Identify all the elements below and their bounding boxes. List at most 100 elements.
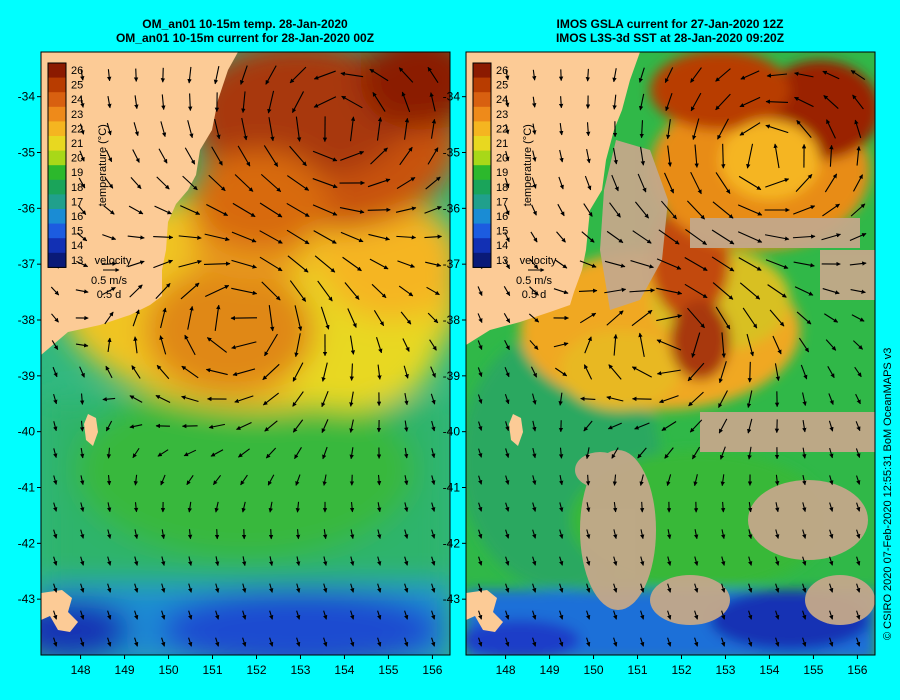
current-vector-arrow: [691, 446, 701, 460]
current-vector-arrow: [431, 502, 436, 512]
current-vector-arrow: [578, 288, 598, 293]
current-vector-arrow: [107, 556, 112, 566]
lat-tick-label: -41: [443, 481, 461, 495]
current-vector-arrow: [214, 501, 219, 513]
current-vector-arrow: [376, 116, 383, 141]
current-vector-arrow: [161, 94, 166, 110]
current-vector-arrow: [431, 556, 436, 566]
colorbar-segment: [473, 252, 491, 268]
current-vector-arrow: [559, 529, 564, 539]
current-vector-arrow: [292, 419, 304, 433]
current-vector-arrow: [478, 421, 483, 431]
current-vector-arrow: [829, 447, 834, 459]
current-vector-arrow: [131, 365, 141, 379]
current-vector-arrow: [261, 281, 281, 301]
current-vector-arrow: [80, 556, 85, 566]
current-vector-arrow: [528, 313, 540, 323]
current-vector-arrow: [634, 422, 650, 430]
current-vector-arrow: [694, 637, 699, 647]
current-vector-arrow: [129, 424, 143, 429]
current-vector-arrow: [242, 610, 247, 620]
current-vector-arrow: [802, 556, 807, 566]
current-vector-arrow: [739, 96, 761, 108]
lon-tick-label: 156: [422, 663, 442, 677]
current-vector-arrow: [203, 261, 231, 266]
current-vector-arrow: [107, 337, 112, 353]
current-vector-arrow: [559, 502, 564, 512]
current-vector-arrow: [53, 448, 58, 459]
current-vector-arrow: [530, 231, 538, 243]
colorbar-segment: [48, 106, 66, 122]
current-vector-arrow: [638, 93, 645, 111]
lon-tick-label: 155: [378, 663, 398, 677]
current-vector-arrow: [51, 340, 59, 350]
current-vector-arrow: [747, 361, 753, 383]
current-vector-arrow: [640, 146, 645, 166]
current-vector-arrow: [794, 71, 814, 78]
current-vector-arrow: [188, 610, 193, 620]
current-vector-arrow: [296, 610, 301, 620]
right-velocity-legend: velocity 0.5 m/s 0.5 d: [516, 255, 557, 301]
current-vector-arrow: [430, 118, 437, 139]
current-vector-arrow: [853, 174, 863, 192]
current-vector-arrow: [559, 122, 564, 136]
current-vector-arrow: [289, 66, 307, 84]
current-vector-arrow: [802, 529, 807, 539]
current-vector-arrow: [205, 368, 228, 376]
colorbar-tick-label: 15: [496, 226, 508, 238]
current-vector-arrow: [101, 261, 117, 266]
current-vector-arrow: [234, 395, 254, 403]
current-vector-arrow: [661, 421, 677, 431]
current-vector-arrow: [478, 583, 483, 593]
current-vector-arrow: [240, 474, 248, 486]
current-vector-arrow: [505, 70, 510, 81]
current-vector-arrow: [656, 339, 682, 351]
left-tasmania: [41, 590, 78, 632]
current-vector-arrow: [612, 474, 618, 486]
lon-tick-label: 150: [584, 663, 604, 677]
current-vector-arrow: [747, 446, 752, 460]
current-vector-arrow: [153, 235, 174, 240]
current-vector-arrow: [747, 501, 753, 513]
current-vector-arrow: [586, 583, 591, 593]
current-vector-arrow: [155, 283, 171, 299]
current-vector-arrow: [134, 583, 139, 593]
current-vector-arrow: [262, 363, 280, 381]
current-vector-arrow: [80, 475, 85, 486]
current-vector-arrow: [802, 392, 807, 406]
current-vector-arrow: [127, 235, 145, 240]
current-vector-arrow: [559, 610, 564, 620]
current-vector-arrow: [262, 392, 280, 406]
current-vector-arrow: [721, 529, 726, 540]
current-vector-arrow: [667, 529, 672, 540]
current-vector-arrow: [181, 365, 199, 379]
current-vector-arrow: [532, 420, 537, 432]
current-vector-arrow: [236, 422, 252, 430]
current-vector-arrow: [231, 287, 258, 296]
current-vector-arrow: [107, 96, 112, 109]
current-vector-arrow: [667, 637, 672, 647]
current-vector-arrow: [586, 556, 591, 566]
current-vector-arrow: [766, 73, 788, 78]
current-vector-arrow: [292, 362, 304, 382]
right-title-line2: IMOS L3S-3d SST at 28-Jan-2020 09:20Z: [555, 31, 785, 45]
current-vector-arrow: [347, 308, 357, 328]
current-vector-arrow: [667, 556, 672, 566]
current-vector-arrow: [505, 475, 510, 485]
current-vector-arrow: [478, 502, 483, 512]
current-vector-arrow: [431, 583, 436, 593]
current-vector-arrow: [287, 255, 309, 273]
current-vector-arrow: [107, 69, 112, 82]
colorbar-segment: [48, 136, 66, 152]
current-vector-arrow: [631, 309, 653, 327]
current-vector-arrow: [323, 583, 328, 593]
current-vector-arrow: [609, 202, 621, 218]
colorbar-tick-label: 22: [496, 123, 508, 135]
current-vector-arrow: [767, 284, 787, 298]
current-vector-arrow: [711, 256, 735, 272]
current-vector-arrow: [188, 556, 193, 566]
colorbar-tick-label: 20: [496, 153, 508, 165]
current-vector-arrow: [341, 95, 363, 109]
current-vector-arrow: [134, 95, 139, 110]
current-vector-arrow: [712, 201, 734, 219]
